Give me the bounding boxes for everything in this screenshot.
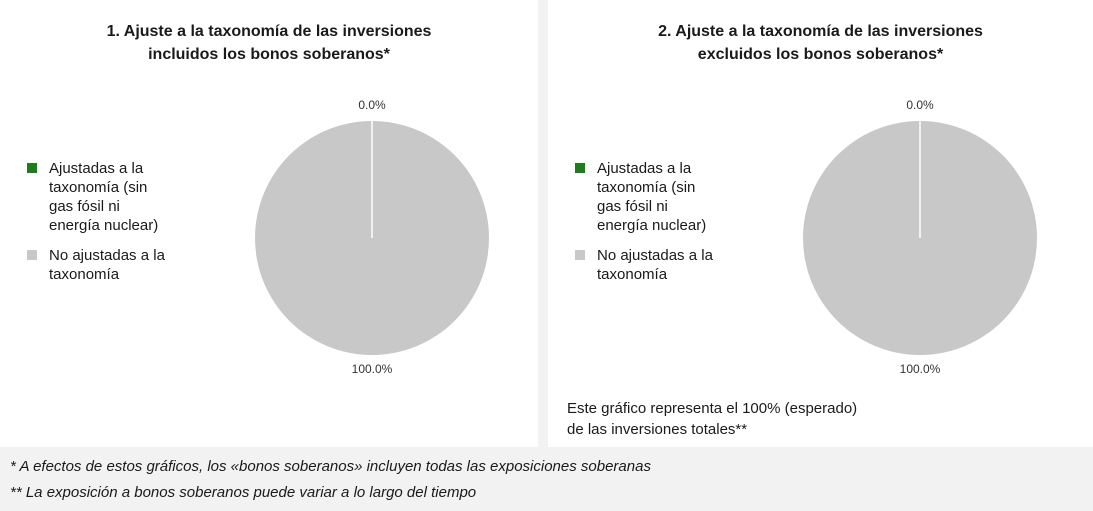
title-line: incluidos los bonos soberanos* [148, 46, 390, 63]
legend-swatch [575, 250, 585, 260]
legend-label: Ajustadas a la taxonomía (sin gas fósil … [597, 160, 707, 234]
value-label: 100.0% [352, 362, 393, 376]
legend-item: No ajustadas a la taxonomía [575, 246, 715, 284]
legend-item: Ajustadas a la taxonomía (sin gas fósil … [27, 159, 167, 235]
value-label: 100.0% [900, 362, 941, 376]
title-line: 1. Ajuste a la taxonomía de las inversio… [106, 23, 432, 40]
legend: Ajustadas a la taxonomía (sin gas fósil … [27, 159, 167, 295]
value-label: 0.0% [358, 98, 386, 112]
legend-swatch [27, 163, 37, 173]
legend-label: No ajustadas a la taxonomía [49, 247, 165, 283]
legend: Ajustadas a la taxonomía (sin gas fósil … [575, 159, 715, 295]
legend-swatch [575, 163, 585, 173]
legend-swatch [27, 250, 37, 260]
footnote: * A efectos de estos gráficos, los «bono… [10, 458, 651, 475]
chart-title: 1. Ajuste a la taxonomía de las inversio… [0, 20, 538, 66]
title-line: 2. Ajuste a la taxonomía de las inversio… [658, 23, 983, 40]
legend-item: Ajustadas a la taxonomía (sin gas fósil … [575, 159, 715, 235]
footnote: ** La exposición a bonos soberanos puede… [10, 484, 477, 501]
legend-label: Ajustadas a la taxonomía (sin gas fósil … [49, 160, 159, 234]
chart-title: 2. Ajuste a la taxonomía de las inversio… [548, 20, 1093, 66]
legend-item: No ajustadas a la taxonomía [27, 246, 167, 284]
annotation: Este gráfico representa el 100% (esperad… [567, 400, 858, 438]
title-line: excluidos los bonos soberanos* [697, 46, 944, 63]
value-label: 0.0% [906, 98, 934, 112]
legend-label: No ajustadas a la taxonomía [597, 247, 713, 283]
